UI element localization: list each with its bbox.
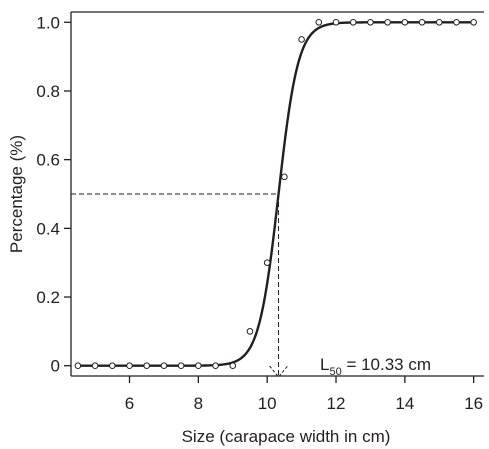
data-point [453, 19, 460, 26]
x-tick-label: 12 [327, 394, 346, 413]
data-point [246, 328, 254, 335]
y-tick-label: 0.2 [36, 288, 60, 307]
l50-label-value: = 10.33 cm [342, 355, 431, 374]
y-tick-label: 0.6 [36, 151, 60, 170]
data-point [74, 362, 82, 369]
y-tick-label: 0.4 [36, 219, 60, 238]
data-point [332, 19, 340, 26]
data-point [160, 362, 168, 369]
data-point [401, 19, 409, 26]
data-point [143, 362, 151, 369]
y-axis-title: Percentage (%) [7, 135, 26, 253]
y-tick-label: 1.0 [36, 13, 60, 32]
axes: 0 0.2 0.4 0.6 0.8 1.0 6 8 10 12 14 16 [36, 11, 484, 413]
l50-label-main: L [320, 355, 329, 374]
y-tick-label: 0.8 [36, 82, 60, 101]
data-point [470, 19, 477, 26]
x-tick-label: 16 [464, 394, 483, 413]
data-point [91, 362, 99, 369]
data-point [263, 259, 271, 266]
data-point [349, 19, 357, 26]
x-tick-label: 10 [258, 394, 277, 413]
data-point [367, 19, 374, 26]
data-point [109, 362, 116, 369]
data-point [229, 362, 237, 369]
y-tick-label: 0 [51, 357, 60, 376]
x-tick-label: 8 [194, 394, 203, 413]
data-point [435, 19, 443, 26]
data-point [195, 362, 202, 369]
data-point [298, 36, 305, 43]
l50-annotation: L50 = 10.33 cm [320, 355, 431, 378]
x-axis-title: Size (carapace width in cm) [182, 427, 391, 446]
data-point [418, 19, 426, 26]
data-point [281, 173, 288, 181]
data-points [74, 19, 477, 369]
x-tick-label: 6 [125, 394, 134, 413]
data-point [177, 362, 185, 369]
x-tick-label: 14 [395, 394, 414, 413]
l50-label-subscript: 50 [329, 366, 341, 378]
data-point [315, 19, 323, 26]
data-point [212, 362, 219, 369]
reference-lines [71, 193, 288, 378]
data-point [126, 362, 133, 369]
data-point [384, 19, 391, 26]
